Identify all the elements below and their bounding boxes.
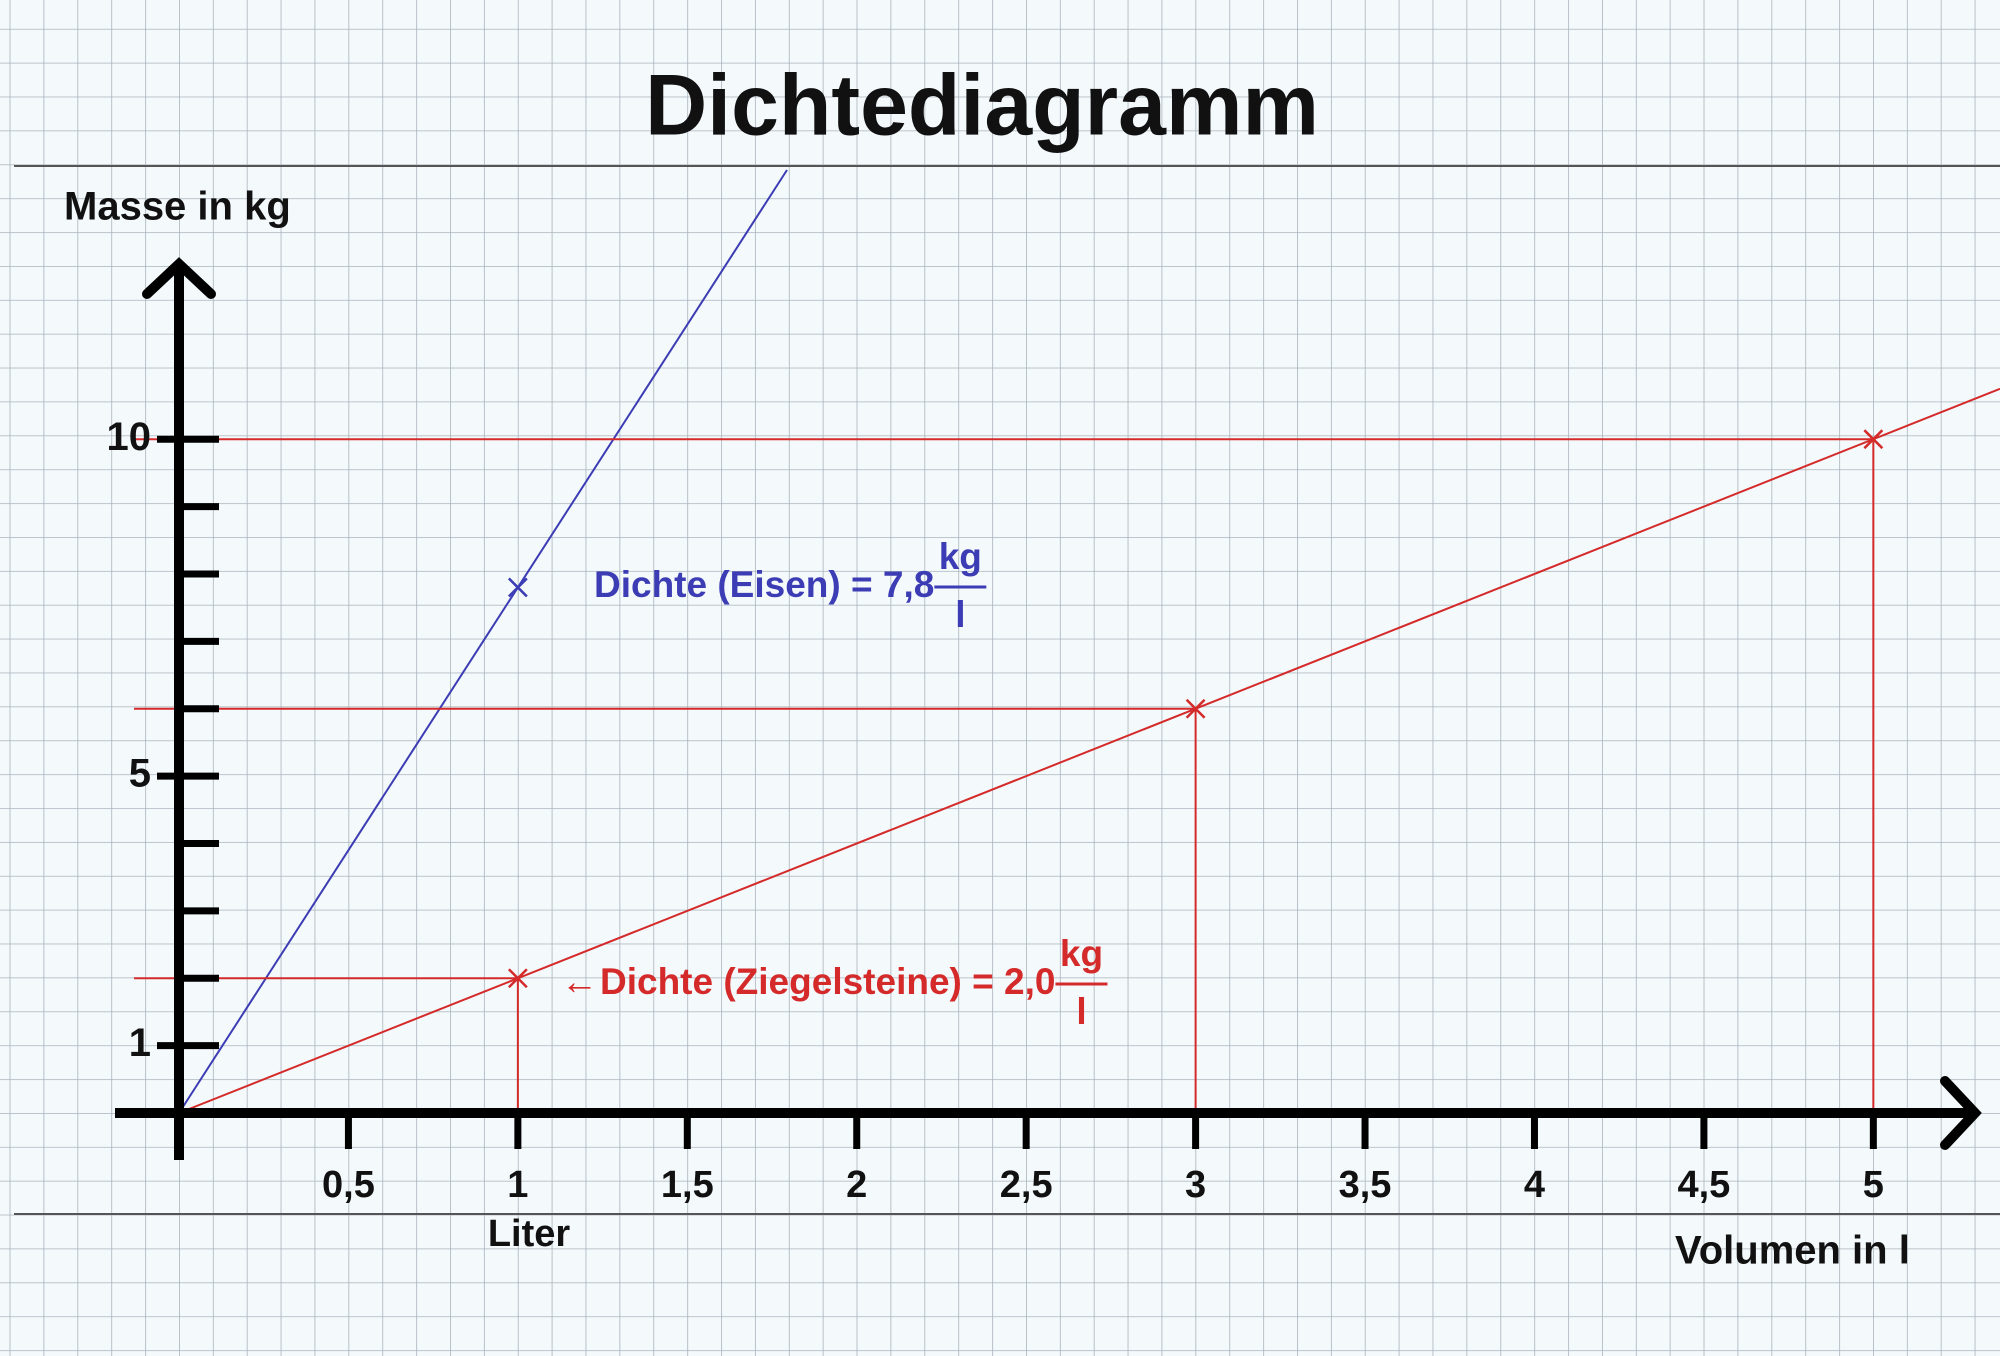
annotation-numerator: kg (939, 536, 982, 577)
y-axis-label: Masse in kg (64, 185, 291, 229)
point-marker (507, 577, 528, 598)
x-tick-label: 2 (846, 1164, 867, 1206)
x-unit-note: Liter (488, 1213, 571, 1255)
x-tick-label: 4 (1524, 1164, 1545, 1206)
x-tick-label: 3 (1185, 1164, 1206, 1206)
x-axis-arrow (1940, 1076, 1982, 1150)
x-tick-label: 5 (1863, 1164, 1884, 1206)
annotation-text: Dichte (Ziegelsteine) = 2,0 (600, 961, 1055, 1002)
y-tick-label: 10 (107, 415, 152, 459)
point-marker (507, 968, 528, 989)
annotation-text: Dichte (Eisen) = 7,8 (594, 564, 934, 605)
annotation-denominator: l (955, 594, 965, 635)
annotation-arrow: ← (561, 961, 598, 1002)
x-tick-label: 1 (507, 1164, 528, 1206)
density-line (178, 387, 2000, 1114)
y-tick-label: 5 (129, 752, 151, 796)
x-tick-label: 2,5 (1000, 1164, 1053, 1206)
y-axis-arrow (142, 257, 216, 299)
y-tick-label: 1 (129, 1021, 151, 1065)
x-tick-label: 3,5 (1339, 1164, 1392, 1206)
point-marker (1863, 429, 1884, 450)
x-tick-label: 4,5 (1677, 1164, 1730, 1206)
x-tick-label: 0,5 (322, 1164, 375, 1206)
chart-title: Dichtediagramm (645, 58, 1319, 154)
annotation-numerator: kg (1060, 933, 1103, 974)
x-axis-label: Volumen in l (1675, 1229, 1910, 1273)
point-marker (1185, 698, 1206, 719)
x-tick-label: 1,5 (661, 1164, 714, 1206)
density-line (178, 169, 788, 1114)
annotation-denominator: l (1076, 991, 1086, 1032)
